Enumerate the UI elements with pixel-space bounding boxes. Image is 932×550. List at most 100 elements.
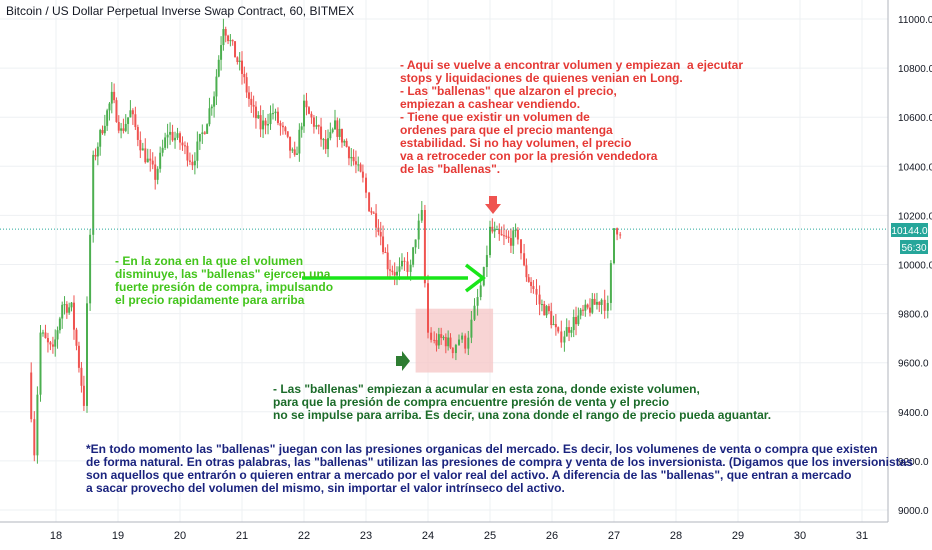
candle-body (291, 149, 294, 151)
candle-body (164, 137, 167, 148)
candle-body (51, 344, 54, 347)
candle-body (259, 115, 262, 130)
candle-body (505, 235, 508, 237)
candle-body (489, 226, 491, 256)
x-tick-label: 23 (360, 530, 372, 542)
candle-body (33, 419, 36, 456)
candle-body (238, 60, 241, 63)
candle-body (538, 294, 541, 305)
candle-body (92, 154, 95, 235)
annotation-note: *En todo momento las "ballenas" juegan c… (86, 442, 913, 495)
candle-body (550, 311, 553, 326)
candle-body (108, 103, 111, 111)
x-tick-label: 28 (670, 530, 682, 542)
x-tick-label: 22 (298, 530, 310, 542)
candle-body (61, 304, 64, 319)
candle-body (433, 339, 436, 341)
candle-body (579, 309, 582, 316)
candle-body (500, 234, 503, 236)
candle-body (598, 301, 601, 305)
candle-body (191, 161, 194, 166)
candle-body (493, 229, 496, 232)
candle-body (134, 114, 137, 128)
candle-body (514, 229, 517, 231)
candle-body (101, 130, 104, 134)
candle-body (320, 126, 323, 140)
candle-body (357, 164, 360, 166)
y-tick-label: 9800.0 (898, 310, 929, 321)
candle-body (552, 324, 555, 326)
candle-body (613, 228, 615, 264)
candle-body (577, 315, 580, 325)
candle-body (245, 77, 248, 93)
y-tick-label: 10000.0 (898, 261, 932, 272)
candle-body (110, 91, 113, 104)
candle-body (41, 332, 44, 334)
candle-body (39, 332, 42, 395)
candle-body (458, 339, 460, 345)
candle-body (227, 35, 230, 42)
candle-body (68, 307, 71, 313)
candle-body (188, 160, 191, 162)
candle-body (305, 100, 308, 108)
candle-body (213, 96, 216, 107)
candle-body (186, 145, 189, 161)
candle-body (482, 267, 485, 286)
candle-body (117, 121, 120, 131)
candle-body (274, 111, 277, 114)
candle-body (467, 337, 470, 349)
y-tick-label: 11000.0 (898, 15, 932, 26)
candle-body (193, 160, 196, 166)
candle-body (94, 154, 97, 157)
candle-body (203, 132, 206, 134)
candle-body (470, 319, 473, 338)
candle-body (382, 236, 385, 253)
candle-body (75, 329, 78, 346)
x-tick-label: 18 (50, 530, 62, 542)
candle-body (368, 192, 371, 212)
candle-body (403, 260, 406, 262)
candle-body (82, 385, 85, 406)
candle-body (340, 128, 343, 143)
candle-body (272, 113, 274, 115)
candle-body (375, 213, 378, 228)
candle-body (560, 331, 563, 343)
candle-body (609, 263, 612, 303)
candle-body (451, 347, 454, 354)
candle-body (502, 235, 505, 237)
candle-body (236, 57, 239, 63)
x-tick-label: 29 (732, 530, 744, 542)
candle-body (269, 113, 272, 125)
candle-body (254, 106, 257, 119)
down-arrow-icon (485, 196, 501, 214)
price-badge-value: 10144.0 (891, 226, 928, 237)
candle-body (498, 229, 501, 235)
candle-body (99, 130, 102, 147)
candle-body (122, 128, 125, 131)
candle-body (279, 123, 282, 126)
candle-body (312, 117, 315, 127)
candle-body (65, 304, 68, 313)
candle-body (520, 239, 522, 254)
candle-body (414, 239, 417, 248)
candle-body (595, 301, 598, 305)
candle-body (224, 29, 227, 36)
x-tick-label: 24 (422, 530, 434, 542)
candle-body (331, 129, 334, 133)
candle-body (535, 288, 538, 295)
candle-body (215, 76, 218, 97)
x-tick-label: 25 (484, 530, 496, 542)
candle-body (406, 261, 409, 272)
candle-body (479, 285, 482, 298)
candle-body (286, 131, 289, 137)
candle-body (166, 134, 169, 138)
candle-body (507, 236, 510, 239)
candle-body (58, 318, 61, 331)
x-tick-label: 21 (236, 530, 248, 542)
candle-body (568, 327, 571, 333)
right-arrow-icon (396, 351, 410, 371)
annotation-green: - En la zona en la que el volumen dismin… (115, 254, 334, 307)
candle-body (557, 327, 560, 332)
candle-body (169, 131, 172, 135)
